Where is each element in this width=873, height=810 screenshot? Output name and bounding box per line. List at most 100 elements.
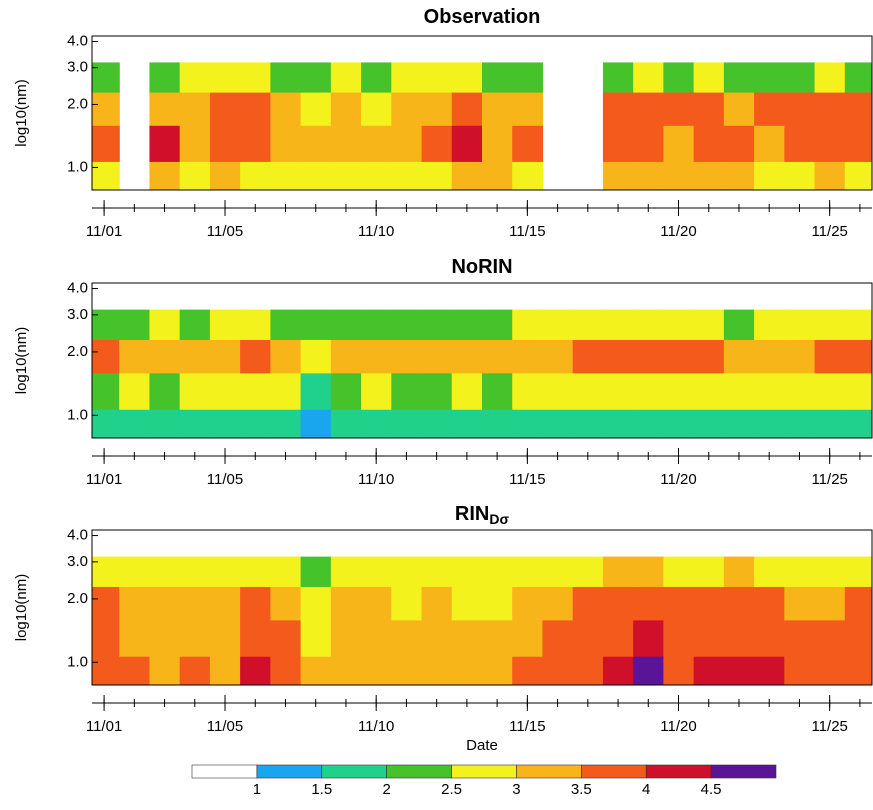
cell: [270, 309, 302, 340]
cell: [693, 656, 725, 685]
colorbar-swatch: [321, 764, 387, 779]
colorbar-label: 3.5: [571, 781, 592, 798]
y-tick-label: 4.0: [67, 32, 88, 49]
cell: [784, 91, 816, 126]
cell: [330, 656, 362, 685]
cell: [179, 372, 211, 410]
cell: [784, 619, 816, 657]
cell: [633, 62, 664, 93]
cell: [512, 586, 544, 621]
cell: [784, 161, 816, 190]
cell: [451, 556, 483, 587]
cell: [149, 161, 181, 190]
cell: [300, 62, 332, 93]
cell: [451, 62, 483, 93]
cell: [784, 586, 816, 621]
cell: [421, 62, 453, 93]
cell: [512, 409, 544, 438]
cell: [482, 62, 513, 93]
colorbar-label: 1: [253, 781, 261, 798]
cell: [693, 586, 725, 621]
colorbar-swatch: [191, 764, 258, 779]
cell: [602, 339, 634, 374]
cell: [179, 409, 211, 438]
y-tick-label: 4.0: [67, 527, 88, 544]
cell: [693, 91, 725, 126]
cell: [270, 556, 302, 587]
cell: [572, 556, 604, 587]
panel-title-text: RIN: [455, 503, 489, 525]
cell: [784, 62, 816, 93]
cell: [814, 586, 846, 621]
cell: [723, 62, 755, 93]
cell: [693, 125, 725, 162]
cell: [602, 62, 634, 93]
cell: [572, 656, 604, 685]
cell: [300, 125, 332, 162]
cell: [693, 309, 725, 340]
cell: [391, 339, 423, 374]
cell: [300, 556, 332, 587]
cell: [844, 161, 872, 190]
cell: [179, 619, 211, 657]
cell: [451, 409, 483, 438]
panel-title: Observation: [424, 6, 541, 28]
y-tick-label: 2.0: [67, 95, 88, 112]
cell: [209, 619, 241, 657]
y-axis-label: log10(nm): [13, 327, 30, 395]
cell: [451, 586, 483, 621]
cell: [512, 161, 544, 190]
cell: [361, 309, 392, 340]
x-tick-label: 11/25: [811, 718, 847, 735]
cell: [270, 619, 302, 657]
cell: [814, 309, 846, 340]
x-tick-label: 11/15: [509, 471, 545, 488]
cell: [421, 619, 453, 657]
colorbar-swatch: [451, 764, 517, 779]
colorbar-swatch: [386, 764, 452, 779]
cell: [814, 161, 846, 190]
cell: [330, 125, 362, 162]
cell: [754, 309, 785, 340]
cell: [92, 586, 120, 621]
cell: [814, 125, 846, 162]
cell: [240, 409, 271, 438]
cell: [723, 586, 755, 621]
cell: [814, 656, 846, 685]
cell: [723, 619, 755, 657]
cell: [723, 339, 755, 374]
cell: [119, 409, 151, 438]
cell: [512, 372, 544, 410]
cell: [572, 372, 604, 410]
y-tick-label: 3.0: [67, 59, 88, 76]
cell: [330, 161, 362, 190]
cell: [754, 619, 785, 657]
cell: [361, 656, 392, 685]
cell: [542, 619, 574, 657]
cell: [723, 556, 755, 587]
cell: [633, 409, 664, 438]
cell: [330, 372, 362, 410]
cell: [451, 161, 483, 190]
cell: [330, 619, 362, 657]
cell: [391, 125, 423, 162]
cell: [572, 339, 604, 374]
cell: [361, 91, 392, 126]
cell: [300, 656, 332, 685]
cell: [633, 619, 664, 657]
y-tick-label: 1.0: [67, 158, 88, 175]
cell: [482, 309, 513, 340]
cell: [723, 409, 755, 438]
cell: [92, 409, 120, 438]
cell: [209, 586, 241, 621]
cell: [754, 62, 785, 93]
cell: [209, 62, 241, 93]
cell: [391, 309, 423, 340]
cell: [240, 339, 271, 374]
colorbar-swatch: [256, 764, 323, 779]
cell: [92, 372, 120, 410]
cell: [421, 125, 453, 162]
cell: [421, 656, 453, 685]
colorbar-swatch: [581, 764, 647, 779]
cell: [512, 339, 544, 374]
